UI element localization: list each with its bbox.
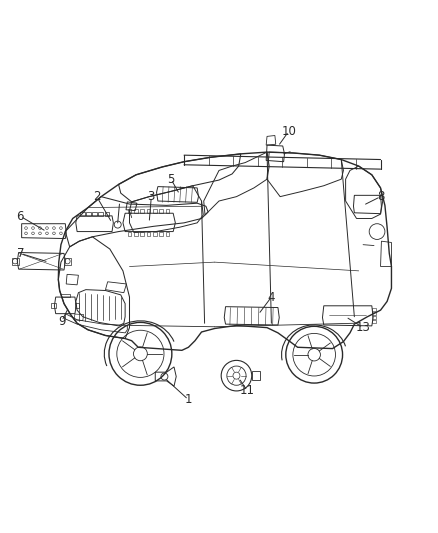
Text: 4: 4 (268, 290, 275, 304)
Text: 13: 13 (356, 321, 371, 334)
Text: 11: 11 (240, 384, 255, 398)
Text: 6: 6 (17, 210, 24, 223)
Text: 7: 7 (17, 247, 24, 260)
Text: 2: 2 (93, 190, 100, 203)
Text: 5: 5 (167, 173, 175, 185)
Text: 1: 1 (185, 393, 192, 406)
Text: 9: 9 (58, 314, 66, 328)
Text: 8: 8 (377, 190, 384, 203)
Text: 10: 10 (282, 125, 296, 138)
Text: 3: 3 (148, 190, 155, 203)
